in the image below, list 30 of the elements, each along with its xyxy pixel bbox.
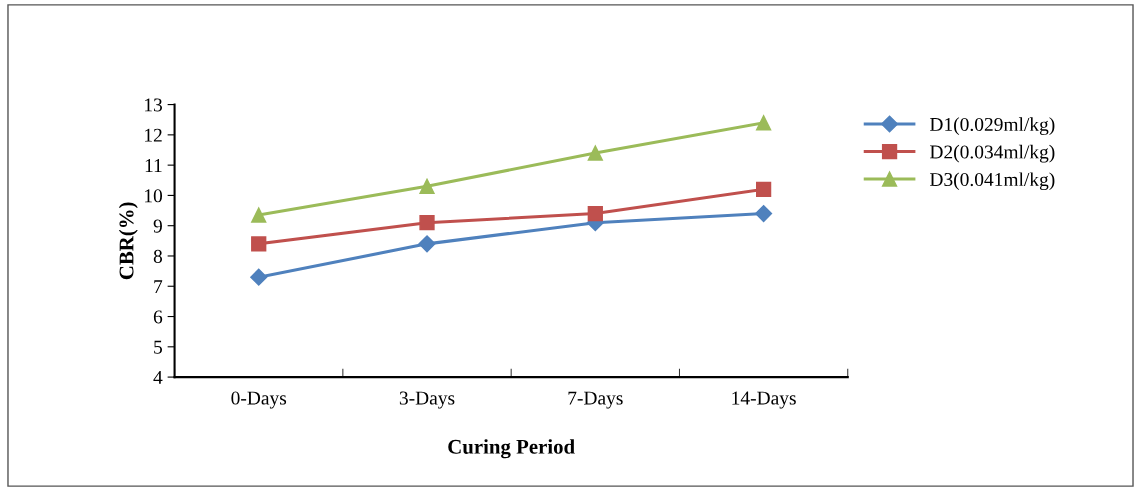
point: [587, 205, 603, 222]
y-tick-label: 10: [145, 189, 163, 203]
y-tick-label: 11: [145, 159, 162, 172]
legend-label: D1(0.029ml/kg): [929, 117, 1055, 136]
point: [755, 181, 772, 198]
y-tick-label: 6: [153, 310, 163, 324]
x-tick-label: 3-Days: [399, 391, 455, 409]
x-axis-title: Curing Period: [448, 439, 575, 459]
y-axis-title: CBR(%): [118, 202, 138, 280]
point: [755, 115, 772, 131]
point: [251, 236, 267, 252]
legend-label: D2(0.034ml/kg): [929, 144, 1055, 163]
y-tick-label: 13: [145, 98, 163, 112]
point: [250, 268, 268, 286]
point: [755, 205, 773, 223]
point: [418, 235, 436, 253]
point: [419, 215, 435, 231]
y-tick-label: 5: [154, 340, 163, 354]
point: [587, 145, 603, 161]
legend-label: D3(0.041ml/kg): [929, 172, 1055, 191]
x-tick-label: 7-Days: [568, 391, 623, 409]
x-tick-label: 14-Days: [732, 391, 796, 409]
y-tick-label: 12: [145, 128, 162, 142]
y-tick-label: 9: [153, 219, 162, 233]
y-tick-label: 4: [153, 371, 163, 384]
x-tick-label: 0-Days: [231, 391, 287, 409]
y-tick-label: 8: [153, 249, 163, 263]
point: [419, 178, 435, 194]
point: [251, 207, 267, 223]
y-tick-label: 7: [154, 280, 163, 293]
